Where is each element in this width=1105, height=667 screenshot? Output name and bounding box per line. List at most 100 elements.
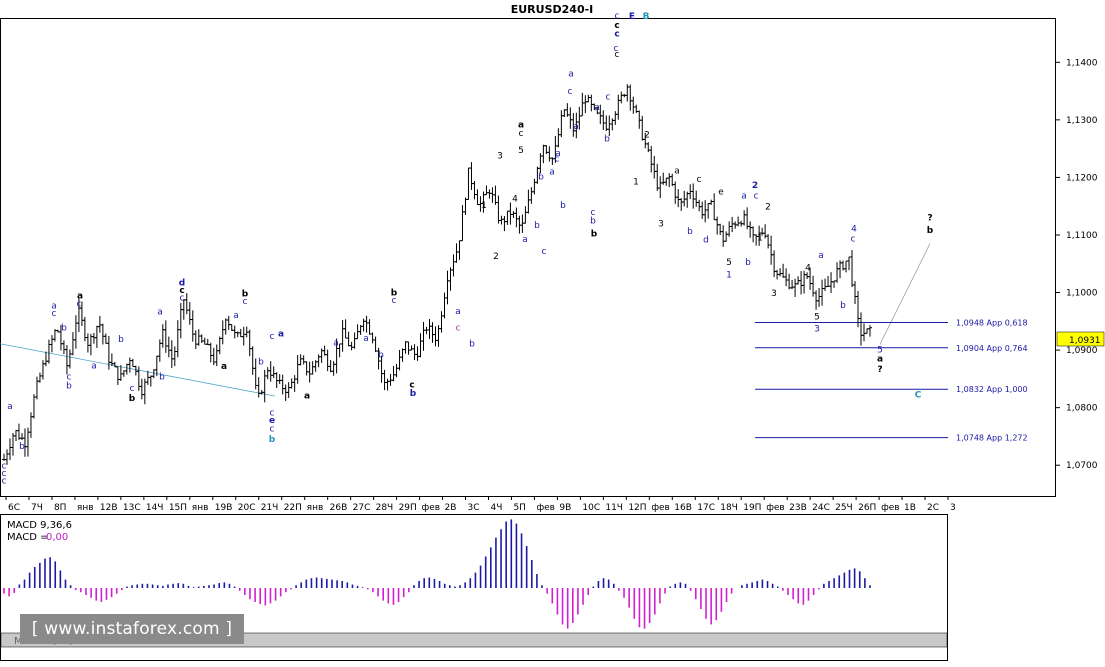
time-tick-label: 18Ч	[720, 503, 738, 513]
time-tick-label: 21Ч	[261, 503, 279, 513]
wave-label: a	[77, 291, 83, 301]
wave-label: a	[455, 307, 461, 317]
wave-label: b	[269, 435, 276, 445]
wave-label: 3	[814, 325, 820, 335]
wave-label: B	[643, 12, 650, 22]
wave-label: b	[590, 216, 596, 226]
time-tick-label: 27С	[353, 503, 371, 513]
projection-line	[879, 243, 931, 345]
wave-label: 5	[726, 258, 732, 268]
time-tick-label: 10С	[582, 503, 600, 513]
price-tick-label: 1,1200	[1066, 173, 1098, 183]
price-tick-label: 1,0800	[1066, 404, 1098, 414]
wave-label: b	[61, 324, 67, 334]
time-tick-label: фев	[651, 503, 670, 513]
wave-label: a	[233, 311, 239, 321]
wave-label: b	[591, 230, 598, 240]
wave-label: 2	[752, 181, 758, 191]
wave-label: b	[927, 226, 934, 236]
wave-label: 2	[765, 203, 771, 213]
current-price-marker: 1,0931	[1056, 331, 1105, 347]
wave-label: c	[614, 29, 619, 39]
fib-level-label: 1,0904 App 0,764	[956, 344, 1028, 353]
wave-label: c	[409, 381, 414, 391]
time-tick-label: 12В	[100, 503, 118, 513]
wave-label: c	[180, 294, 185, 304]
wave-label: b	[159, 372, 165, 382]
time-tick-label: 23В	[789, 503, 807, 513]
macd-value: 0,00	[46, 532, 68, 543]
wave-label: b	[745, 258, 751, 268]
time-tick-label: 5П	[513, 503, 526, 513]
fib-level-label: 1,0748 App 1,272	[956, 434, 1028, 443]
wave-label: c	[591, 208, 596, 218]
time-tick-label: 16В	[674, 503, 692, 513]
wave-label: 1	[481, 201, 487, 211]
wave-label: 5	[877, 345, 883, 355]
wave-label: c	[615, 50, 620, 60]
time-tick-label: 19В	[215, 503, 233, 513]
time-tick-label: фев	[881, 503, 900, 513]
wave-label: a	[7, 402, 13, 412]
time-tick-label: 3	[950, 503, 956, 513]
time-tick-label: 1В	[904, 503, 916, 513]
wave-label: a	[304, 391, 310, 401]
wave-label: c	[2, 469, 7, 479]
time-tick-label: 26В	[330, 503, 348, 513]
wave-label: b	[118, 335, 124, 345]
wave-label: 2	[644, 131, 650, 141]
wave-label: c	[243, 297, 248, 307]
time-tick-label: 29П	[399, 503, 417, 513]
wave-label: a	[573, 122, 579, 132]
wave-label: c	[392, 296, 397, 306]
wave-label: e	[269, 416, 275, 426]
price-panel-frame	[0, 18, 1056, 497]
wave-label: c	[52, 309, 57, 319]
watermark: [ www.instaforex.com ]	[20, 614, 244, 644]
wave-label: d	[703, 235, 709, 245]
wave-label: a	[877, 355, 883, 365]
price-axis: 1,1400 1,1300 1,1200 1,1100 1,1000 1,0900 1,08…	[1055, 58, 1098, 471]
fib-levels: 1,0948 App 0,618 1,0904 App 0,764 1,0832 A…	[755, 318, 1028, 443]
price-tick-label: 1,0700	[1066, 461, 1098, 471]
time-tick-label: 20С	[238, 503, 256, 513]
time-tick-label: 12П	[628, 503, 646, 513]
wave-label: b	[129, 394, 136, 404]
wave-label: a	[522, 235, 528, 245]
fib-level-label: 1,0948 App 0,618	[956, 318, 1028, 327]
wave-label: b	[66, 382, 72, 392]
wave-label: 4	[512, 195, 518, 205]
time-tick-label: 4Ч	[490, 503, 502, 513]
wave-label: c	[2, 462, 7, 472]
wave-label: b	[391, 288, 398, 298]
macd-value-prefix: MACD =	[7, 532, 49, 543]
wave-label: b	[242, 290, 249, 300]
time-tick-label: 25Ч	[835, 503, 853, 513]
macd-title: MACD 9,36,6	[7, 520, 72, 531]
wave-label: c	[179, 286, 184, 296]
wave-label: c	[555, 154, 560, 164]
time-tick-label: 9В	[559, 503, 571, 513]
chart-title: EURUSD240-I	[511, 3, 594, 16]
price-candles	[2, 84, 872, 465]
time-tick-label: 14Ч	[146, 503, 164, 513]
wave-label: b	[538, 173, 544, 183]
wave-label: b	[604, 135, 610, 145]
time-tick-label: 28Ч	[376, 503, 394, 513]
time-tick-label: фев	[766, 503, 785, 513]
wave-label: b	[560, 201, 566, 211]
wave-label: 1	[633, 177, 639, 187]
wave-label: a	[363, 334, 369, 344]
time-tick-label: янв	[307, 503, 324, 513]
wave-label: c	[754, 192, 759, 202]
time-tick-label: 11Ч	[605, 503, 623, 513]
wave-label: C	[915, 390, 922, 400]
price-tick-label: 1,1000	[1066, 289, 1098, 299]
wave-label: c	[697, 175, 702, 185]
wave-label: e	[718, 188, 724, 198]
wave-label: c	[614, 21, 619, 31]
wave-label: c	[77, 299, 82, 309]
wave-label: b	[534, 221, 540, 231]
time-tick-label: 2С	[927, 503, 939, 513]
